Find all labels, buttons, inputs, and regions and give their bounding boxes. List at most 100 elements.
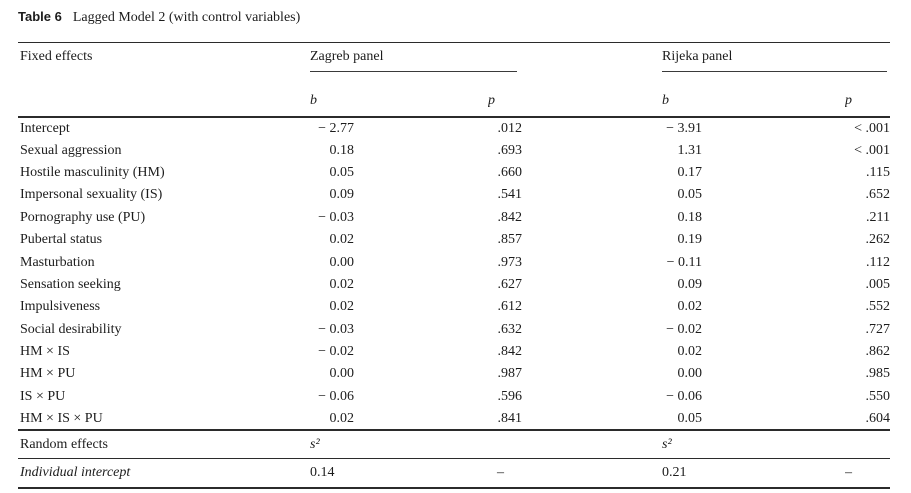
table-row: HM × PU 0.00 .987 0.00 .985 <box>18 363 890 385</box>
table-caption-text: Lagged Model 2 (with control variables) <box>72 10 301 25</box>
cell-zagreb-b: − 0.03 <box>310 207 488 229</box>
cell-rijeka-b: 0.02 <box>662 296 845 318</box>
cell-rijeka-p-dash: – <box>845 458 890 490</box>
column-header-rijeka-b: b <box>662 80 845 118</box>
cell-rijeka-p: .262 <box>845 229 891 251</box>
cell-zagreb-p: .841 <box>488 408 662 430</box>
cell-zagreb-b: − 0.02 <box>310 341 488 363</box>
cell-rijeka-b: 1.31 <box>662 139 845 161</box>
cell-zagreb-p: .660 <box>488 162 662 184</box>
cell-rijeka-p: .727 <box>845 319 891 341</box>
value-zagreb-b: 0.02 <box>329 299 355 315</box>
cell-zagreb-p: .596 <box>488 386 662 408</box>
cell-rijeka-b: 0.09 <box>662 274 845 296</box>
value-zagreb-p: .857 <box>497 232 523 248</box>
value-zagreb-p: .987 <box>497 366 523 382</box>
value-rijeka-b: 0.18 <box>677 209 703 225</box>
row-label: Pubertal status <box>20 232 103 248</box>
individual-intercept-row: Individual intercept 0.14 – 0.21 – <box>18 458 890 490</box>
value-zagreb-b: 0.05 <box>329 164 355 180</box>
cell-rijeka-p: .552 <box>845 296 891 318</box>
table-row: Intercept − 2.77 .012 − 3.91 < .001 <box>18 117 890 139</box>
cell-rijeka-b: 0.05 <box>662 184 845 206</box>
value-rijeka-p: .262 <box>865 232 891 248</box>
cell-rijeka-p: .652 <box>845 184 891 206</box>
table-row: Hostile masculinity (HM) 0.05 .660 0.17 … <box>18 162 890 184</box>
value-zagreb-p: .627 <box>497 276 523 292</box>
value-rijeka-p: < .001 <box>854 142 890 158</box>
value-zagreb-p: .842 <box>497 209 523 225</box>
value-rijeka-b: 0.17 <box>677 164 703 180</box>
cell-zagreb-p: .612 <box>488 296 662 318</box>
column-group-zagreb: Zagreb panel <box>310 42 662 80</box>
subheader-row: b p b p <box>18 80 890 118</box>
value-zagreb-b: 0.00 <box>329 254 355 270</box>
cell-zagreb-b: 0.02 <box>310 274 488 296</box>
group-underline-zagreb <box>310 71 517 72</box>
row-label: Sexual aggression <box>20 142 122 158</box>
cell-rijeka-b: 0.05 <box>662 408 845 430</box>
variance-symbol: s² <box>662 436 672 452</box>
cell-zagreb-p: .541 <box>488 184 662 206</box>
value-zagreb-p: .541 <box>497 187 523 203</box>
column-header-rijeka-p: p <box>845 80 890 118</box>
cell-zagreb-b: − 0.06 <box>310 386 488 408</box>
value-rijeka-b: 0.00 <box>677 366 703 382</box>
cell-rijeka-b: 0.00 <box>662 363 845 385</box>
value-rijeka-p: .552 <box>865 299 891 315</box>
column-header-fixed-effects: Fixed effects <box>18 42 310 80</box>
value-zagreb-b: 0.09 <box>329 187 355 203</box>
cell-rijeka-b: − 0.02 <box>662 319 845 341</box>
row-label: Intercept <box>20 120 70 136</box>
value-rijeka-b: − 0.06 <box>666 388 702 404</box>
cell-rijeka-p: .211 <box>845 207 890 229</box>
cell-rijeka-p: .604 <box>845 408 891 430</box>
cell-zagreb-b: 0.00 <box>310 251 488 273</box>
cell-rijeka-b: 0.18 <box>662 207 845 229</box>
column-group-label-rijeka: Rijeka panel <box>662 49 733 64</box>
row-label: Sensation seeking <box>20 276 121 292</box>
value-zagreb-p: .973 <box>497 254 523 270</box>
table-header: Fixed effects Zagreb panel Rijeka panel … <box>18 42 890 118</box>
row-label: Masturbation <box>20 254 95 270</box>
fixed-effects-body: Intercept − 2.77 .012 − 3.91 < .001 Sexu… <box>18 117 890 430</box>
value-zagreb-p: .612 <box>497 299 523 315</box>
cell-rijeka-p: .550 <box>845 386 891 408</box>
value-rijeka-p: .652 <box>865 187 891 203</box>
value-rijeka-b: 0.02 <box>677 299 703 315</box>
table-row: HM × IS − 0.02 .842 0.02 .862 <box>18 341 890 363</box>
cell-rijeka-b: 0.19 <box>662 229 845 251</box>
value-rijeka-p: .604 <box>865 410 891 426</box>
random-effects-zagreb-symbol-cell: s² <box>310 429 488 460</box>
cell-zagreb-p: .842 <box>488 207 662 229</box>
row-label: Individual intercept <box>18 458 310 490</box>
cell-rijeka-b: 0.02 <box>662 341 845 363</box>
cell-rijeka-b: − 3.91 <box>662 117 845 139</box>
random-effects-header-row: Random effects s² s² <box>18 429 890 460</box>
random-effects-section: Random effects s² s² Individual intercep… <box>18 429 890 490</box>
section-header-random-effects: Random effects <box>18 429 310 460</box>
value-zagreb-b: − 0.02 <box>318 344 354 360</box>
cell-zagreb-b: 0.02 <box>310 229 488 251</box>
value-zagreb-p: .632 <box>497 321 523 337</box>
value-zagreb-b: − 0.06 <box>318 388 354 404</box>
value-rijeka-p: .550 <box>865 388 891 404</box>
table-row: Masturbation 0.00 .973 − 0.11 .112 <box>18 251 890 273</box>
value-rijeka-p: .727 <box>865 321 891 337</box>
table-row: Social desirability − 0.03 .632 − 0.02 .… <box>18 319 890 341</box>
value-zagreb-b: − 0.03 <box>318 209 354 225</box>
value-rijeka-b: 0.05 <box>677 187 703 203</box>
cell-rijeka-p: < .001 <box>845 117 890 139</box>
cell-zagreb-p: .693 <box>488 139 662 161</box>
row-label: Hostile masculinity (HM) <box>20 164 165 180</box>
value-zagreb-p: .693 <box>497 142 523 158</box>
empty-cell <box>845 429 890 460</box>
column-group-rijeka: Rijeka panel <box>662 42 890 80</box>
cell-zagreb-p-dash: – <box>488 458 662 490</box>
cell-zagreb-b: − 0.03 <box>310 319 488 341</box>
value-zagreb-p: .841 <box>497 410 523 426</box>
column-header-zagreb-b: b <box>310 80 488 118</box>
row-label: IS × PU <box>20 388 66 404</box>
cell-rijeka-p: .115 <box>845 162 890 184</box>
row-label: HM × IS <box>20 344 70 360</box>
